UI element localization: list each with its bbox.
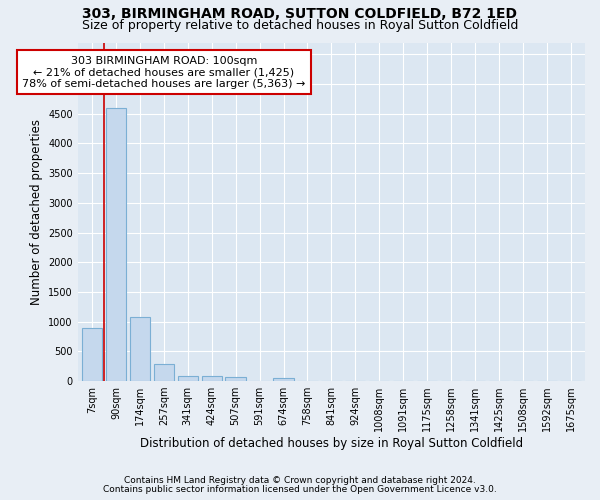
Bar <box>130 317 150 381</box>
Text: 303 BIRMINGHAM ROAD: 100sqm
← 21% of detached houses are smaller (1,425)
78% of : 303 BIRMINGHAM ROAD: 100sqm ← 21% of det… <box>22 56 305 89</box>
Text: 303, BIRMINGHAM ROAD, SUTTON COLDFIELD, B72 1ED: 303, BIRMINGHAM ROAD, SUTTON COLDFIELD, … <box>83 8 517 22</box>
Text: Contains HM Land Registry data © Crown copyright and database right 2024.: Contains HM Land Registry data © Crown c… <box>124 476 476 485</box>
Bar <box>226 377 246 381</box>
Text: Size of property relative to detached houses in Royal Sutton Coldfield: Size of property relative to detached ho… <box>82 18 518 32</box>
Bar <box>274 378 293 381</box>
X-axis label: Distribution of detached houses by size in Royal Sutton Coldfield: Distribution of detached houses by size … <box>140 437 523 450</box>
Bar <box>106 108 126 381</box>
Bar <box>154 364 174 381</box>
Text: Contains public sector information licensed under the Open Government Licence v3: Contains public sector information licen… <box>103 484 497 494</box>
Y-axis label: Number of detached properties: Number of detached properties <box>29 119 43 305</box>
Bar <box>202 376 222 381</box>
Bar <box>82 328 102 381</box>
Bar <box>178 376 198 381</box>
